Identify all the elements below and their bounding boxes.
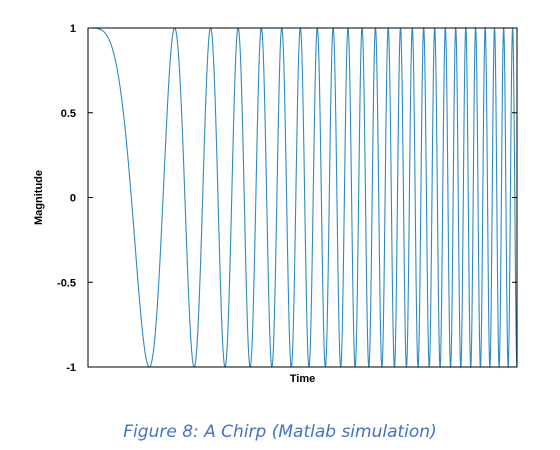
x-axis-label: Time xyxy=(290,373,315,385)
plot-area xyxy=(87,26,518,369)
figure-caption: Figure 8: A Chirp (Matlab simulation) xyxy=(123,422,437,442)
y-axis-label: Magnitude xyxy=(33,170,45,225)
y-tick-label: 0 xyxy=(70,193,76,205)
y-tick-label: 0.5 xyxy=(61,108,76,120)
y-tick-label: -0.5 xyxy=(57,277,76,289)
y-axis-ticks: 1 0.5 0 -0.5 -1 xyxy=(57,23,517,374)
chart: 1 0.5 0 -0.5 -1 Time Magnitude xyxy=(33,23,518,385)
y-tick-label: -1 xyxy=(66,362,76,374)
chirp-series-line xyxy=(88,26,518,369)
y-tick-label: 1 xyxy=(70,23,76,35)
